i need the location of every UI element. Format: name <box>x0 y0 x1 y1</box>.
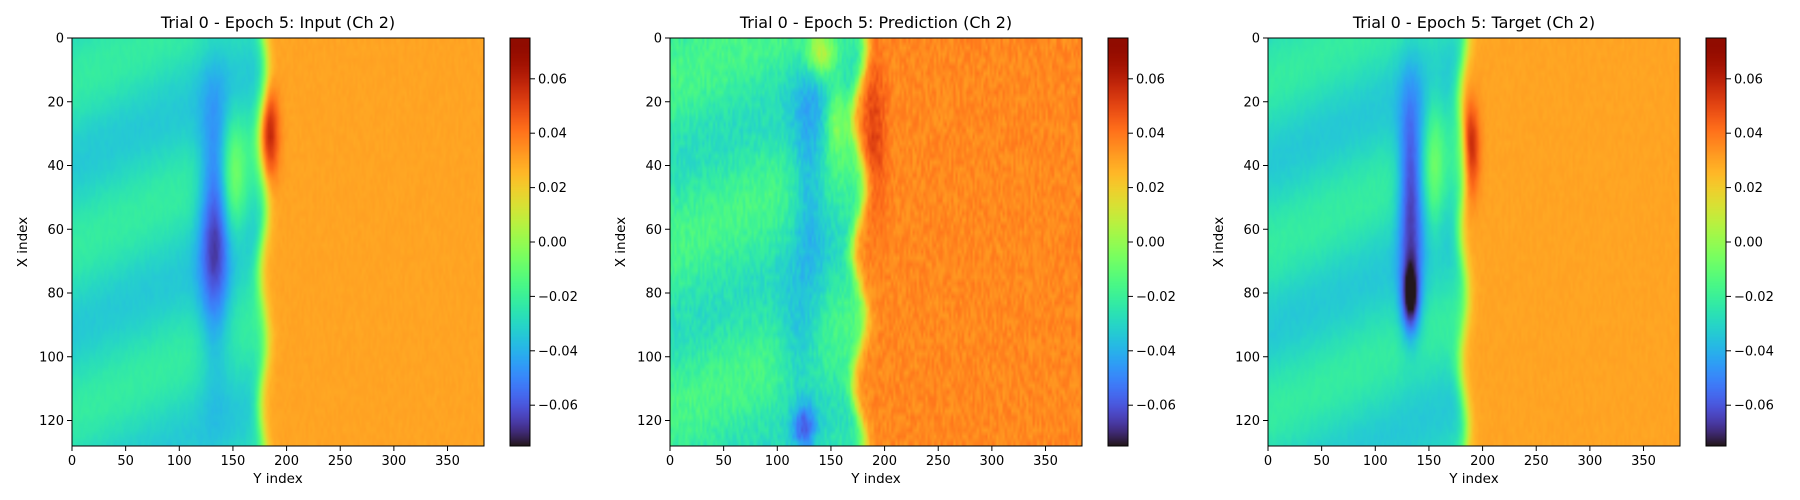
y-tick-label: 40 <box>645 159 662 174</box>
x-tick-label: 50 <box>1313 454 1330 469</box>
y-tick-label: 40 <box>1243 159 1260 174</box>
colorbar <box>510 38 530 446</box>
x-tick-label: 300 <box>381 454 406 469</box>
y-tick-label: 60 <box>47 223 64 238</box>
x-tick-label: 200 <box>1470 454 1495 469</box>
x-tick-label: 350 <box>1033 454 1058 469</box>
x-axis-label: Y index <box>252 471 302 487</box>
x-tick-label: 150 <box>1417 454 1442 469</box>
colorbar-tick-label: −0.06 <box>538 399 578 414</box>
y-tick-label: 60 <box>1243 223 1260 238</box>
colorbar-tick-label: 0.00 <box>1734 236 1763 251</box>
x-tick-label: 350 <box>435 454 460 469</box>
colorbar-tick-label: 0.06 <box>1136 72 1165 87</box>
colorbar-tick-label: −0.04 <box>1734 344 1774 359</box>
x-tick-label: 100 <box>1363 454 1388 469</box>
colorbar-tick-label: 0.00 <box>1136 236 1165 251</box>
y-tick-label: 120 <box>39 414 64 429</box>
heatmap-image <box>72 38 484 446</box>
colorbar <box>1706 38 1726 446</box>
x-tick-label: 350 <box>1631 454 1656 469</box>
y-tick-label: 20 <box>47 95 64 110</box>
x-tick-label: 250 <box>926 454 951 469</box>
colorbar-tick-label: 0.06 <box>538 72 567 87</box>
y-tick-label: 80 <box>645 287 662 302</box>
y-axis-label: X index <box>15 217 31 267</box>
colorbar-tick-label: 0.06 <box>1734 72 1763 87</box>
colorbar-tick-label: −0.06 <box>1734 399 1774 414</box>
x-tick-label: 300 <box>1577 454 1602 469</box>
y-axis-label: X index <box>1211 217 1227 267</box>
heatmap-image <box>670 38 1082 446</box>
y-tick-label: 40 <box>47 159 64 174</box>
x-tick-label: 0 <box>1264 454 1272 469</box>
x-axis-label: Y index <box>1448 471 1498 487</box>
colorbar <box>1108 38 1128 446</box>
panel-title: Trial 0 - Epoch 5: Prediction (Ch 2) <box>739 13 1012 32</box>
panel-title: Trial 0 - Epoch 5: Target (Ch 2) <box>1352 13 1595 32</box>
y-tick-label: 0 <box>1252 32 1260 47</box>
x-tick-label: 250 <box>1524 454 1549 469</box>
x-tick-label: 150 <box>221 454 246 469</box>
colorbar-tick-label: 0.04 <box>1734 127 1763 142</box>
y-tick-label: 20 <box>1243 95 1260 110</box>
colorbar-tick-label: 0.00 <box>538 236 567 251</box>
y-axis-label: X index <box>613 217 629 267</box>
colorbar-tick-label: 0.04 <box>538 127 567 142</box>
axes-frame <box>1267 37 1681 447</box>
colorbar-tick-label: −0.02 <box>1136 290 1176 305</box>
x-tick-label: 50 <box>117 454 134 469</box>
x-tick-label: 50 <box>715 454 732 469</box>
colorbar-tick-label: 0.02 <box>1734 181 1763 196</box>
y-tick-label: 100 <box>1235 350 1260 365</box>
x-tick-label: 200 <box>274 454 299 469</box>
x-tick-label: 100 <box>167 454 192 469</box>
x-tick-label: 100 <box>765 454 790 469</box>
heatmap-image <box>1268 38 1680 446</box>
colorbar-tick-label: 0.02 <box>538 181 567 196</box>
heatmap-panels: Trial 0 - Epoch 5: Input (Ch 2) 0 50 100 150… <box>15 13 1774 487</box>
colorbar-tick-label: 0.02 <box>1136 181 1165 196</box>
panel-title: Trial 0 - Epoch 5: Input (Ch 2) <box>160 13 395 32</box>
y-tick-label: 120 <box>637 414 662 429</box>
colorbar-tick-label: −0.02 <box>1734 290 1774 305</box>
panel-1: Trial 0 - Epoch 5: Input (Ch 2) 0 50 100 150… <box>15 13 578 487</box>
y-tick-label: 120 <box>1235 414 1260 429</box>
colorbar-tick-label: −0.02 <box>538 290 578 305</box>
y-tick-label: 60 <box>645 223 662 238</box>
colorbar-tick-label: −0.04 <box>1136 344 1176 359</box>
x-tick-label: 150 <box>819 454 844 469</box>
panel-2: Trial 0 - Epoch 5: Prediction (Ch 2) 0 50 1… <box>613 13 1176 487</box>
y-tick-label: 80 <box>1243 287 1260 302</box>
axes-frame <box>71 37 485 447</box>
colorbar-tick-label: 0.04 <box>1136 127 1165 142</box>
y-tick-label: 0 <box>654 32 662 47</box>
y-tick-label: 100 <box>637 350 662 365</box>
y-tick-label: 100 <box>39 350 64 365</box>
y-tick-label: 20 <box>645 95 662 110</box>
panel-3: Trial 0 - Epoch 5: Target (Ch 2) 0 50 100 15… <box>1211 13 1774 487</box>
x-tick-label: 0 <box>68 454 76 469</box>
y-tick-label: 80 <box>47 287 64 302</box>
x-axis-label: Y index <box>850 471 900 487</box>
colorbar-tick-label: −0.04 <box>538 344 578 359</box>
y-tick-label: 0 <box>56 32 64 47</box>
x-tick-label: 250 <box>328 454 353 469</box>
x-tick-label: 0 <box>666 454 674 469</box>
x-tick-label: 200 <box>872 454 897 469</box>
colorbar-tick-label: −0.06 <box>1136 399 1176 414</box>
x-tick-label: 300 <box>979 454 1004 469</box>
axes-frame <box>669 37 1083 447</box>
